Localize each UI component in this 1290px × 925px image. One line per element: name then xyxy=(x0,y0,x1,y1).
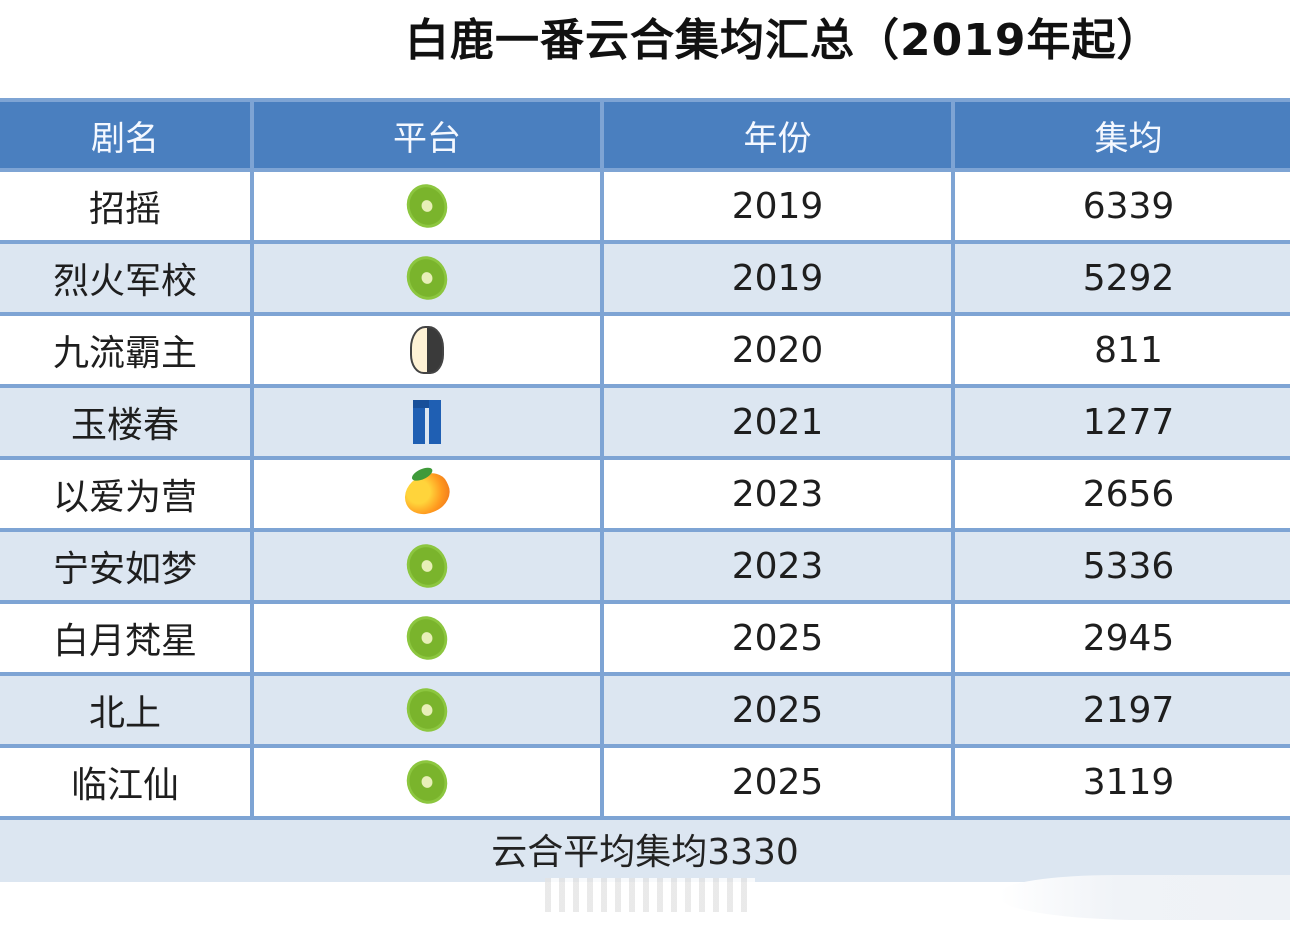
cell-avg: 2945 xyxy=(955,604,1290,672)
cell-title: 临江仙 xyxy=(0,748,250,816)
cell-title: 烈火军校 xyxy=(0,244,250,312)
cell-avg: 6339 xyxy=(955,172,1290,240)
cell-platform xyxy=(254,316,600,384)
jeans-icon xyxy=(413,400,441,444)
cell-year: 2021 xyxy=(604,388,951,456)
cell-avg: 2197 xyxy=(955,676,1290,744)
cell-platform xyxy=(254,388,600,456)
cell-avg: 1277 xyxy=(955,388,1290,456)
cell-year: 2019 xyxy=(604,172,951,240)
page-title: 白鹿一番云合集均汇总（2019年起） xyxy=(405,15,1162,66)
header-platform: 平台 xyxy=(254,102,600,168)
cell-platform xyxy=(254,604,600,672)
cell-title: 以爱为营 xyxy=(0,460,250,528)
cell-title: 北上 xyxy=(0,676,250,744)
table-grid: 剧名 平台 年份 集均 招摇 2019 6339 烈火军校 2019 5292 九流霸主 20… xyxy=(0,98,1290,816)
cell-year: 2025 xyxy=(604,676,951,744)
cell-year: 2023 xyxy=(604,460,951,528)
cell-year: 2023 xyxy=(604,532,951,600)
cell-avg: 3119 xyxy=(955,748,1290,816)
cell-avg: 2656 xyxy=(955,460,1290,528)
cell-platform xyxy=(254,748,600,816)
cell-platform xyxy=(254,676,600,744)
cell-title: 九流霸主 xyxy=(0,316,250,384)
cell-title: 白月梵星 xyxy=(0,604,250,672)
cell-platform xyxy=(254,172,600,240)
cell-title: 玉楼春 xyxy=(0,388,250,456)
kiwi-icon xyxy=(400,610,454,666)
cell-year: 2020 xyxy=(604,316,951,384)
cell-avg: 5292 xyxy=(955,244,1290,312)
cell-avg: 811 xyxy=(955,316,1290,384)
kiwi-icon xyxy=(400,250,454,306)
summary-table: 剧名 平台 年份 集均 招摇 2019 6339 烈火军校 2019 5292 九流霸主 20… xyxy=(0,98,1290,882)
cell-year: 2025 xyxy=(604,604,951,672)
cell-year: 2019 xyxy=(604,244,951,312)
header-year: 年份 xyxy=(604,102,951,168)
kiwi-icon xyxy=(400,754,454,810)
cell-platform xyxy=(254,244,600,312)
cell-year: 2025 xyxy=(604,748,951,816)
cell-avg: 5336 xyxy=(955,532,1290,600)
header-avg: 集均 xyxy=(955,102,1290,168)
mango-icon xyxy=(398,465,456,521)
watermark-text xyxy=(545,878,755,912)
kiwi-icon xyxy=(400,682,454,738)
cell-platform xyxy=(254,460,600,528)
penguin-icon xyxy=(410,326,444,374)
header-name: 剧名 xyxy=(0,102,250,168)
cell-platform xyxy=(254,532,600,600)
average-footer: 云合平均集均3330 xyxy=(0,816,1290,882)
watermark-logo xyxy=(1000,875,1290,920)
cell-title: 招摇 xyxy=(0,172,250,240)
kiwi-icon xyxy=(400,538,454,594)
kiwi-icon xyxy=(400,178,454,234)
cell-title: 宁安如梦 xyxy=(0,532,250,600)
